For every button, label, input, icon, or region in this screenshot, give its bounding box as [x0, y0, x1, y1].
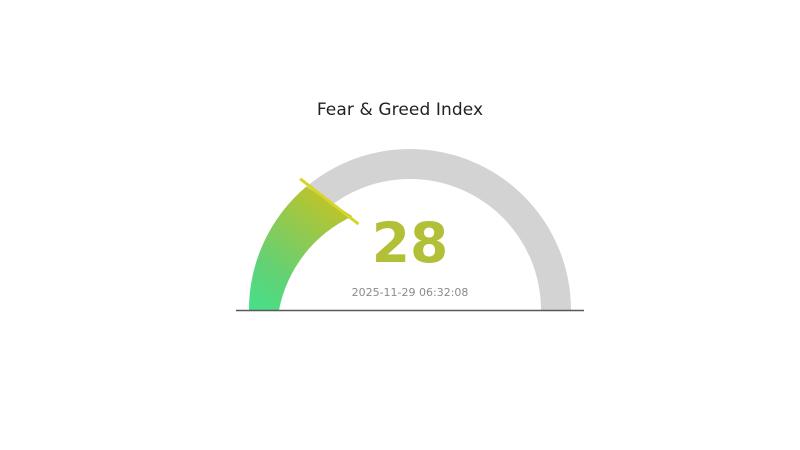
gauge-timestamp-text: 2025-11-29 06:32:08: [351, 286, 469, 299]
gauge-chart: [230, 140, 590, 320]
gauge-value-arc: [248, 186, 353, 310]
page-title: Fear & Greed Index: [316, 100, 484, 120]
gauge-threshold-marker: [299, 177, 360, 226]
gauge-svg: [236, 149, 584, 312]
gauge-track-arc: [249, 149, 571, 310]
gauge-value-text: 28: [371, 211, 449, 275]
